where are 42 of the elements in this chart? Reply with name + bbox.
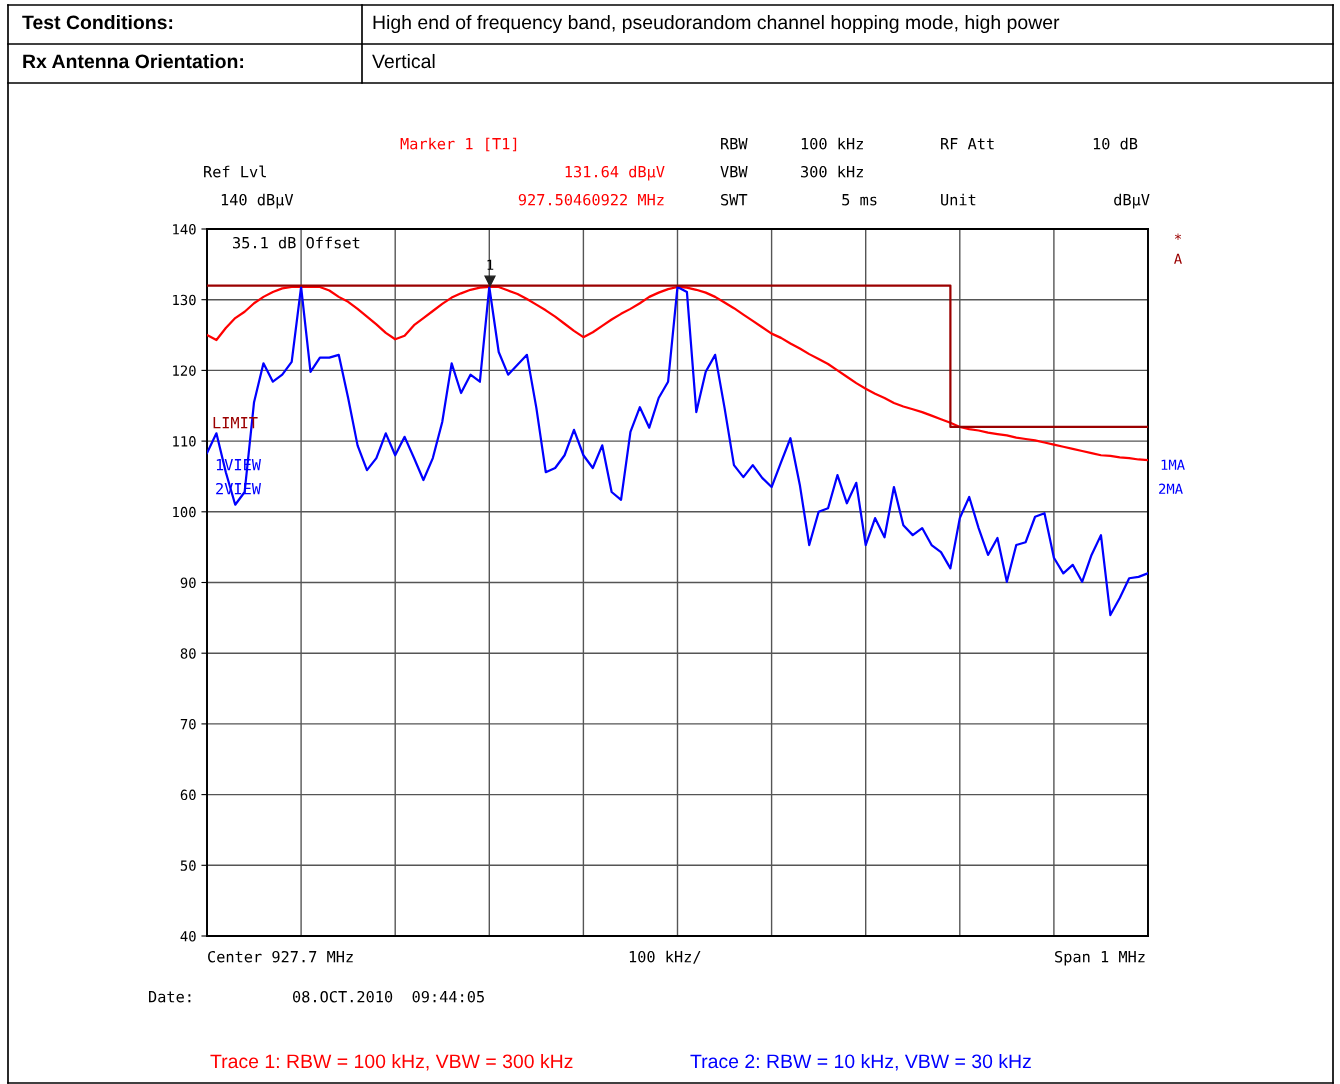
text: 5 ms	[842, 194, 877, 206]
text: Trace 1: RBW = 100 kHz, VBW = 300 kHz	[210, 1053, 573, 1071]
text: RF Att	[941, 138, 994, 150]
text: 10 dB	[1093, 137, 1138, 150]
text: 1MA	[1161, 459, 1185, 470]
text: Date:	[149, 991, 191, 1003]
text: A	[1174, 253, 1182, 264]
text: Rx Antenna Orientation:	[23, 53, 244, 69]
text: High end of frequency band, pseudorandom channel hopping mode, high power	[373, 14, 1060, 34]
y-tick-label: 80	[180, 648, 196, 659]
y-tick-label: 70	[180, 718, 196, 730]
text: Trace 2: RBW = 10 kHz, VBW = 30 kHz	[690, 1053, 1031, 1071]
annotation: 35.1 dB Offset	[233, 236, 360, 249]
text: 300 kHz	[801, 165, 863, 178]
y-tick-label: 60	[180, 789, 196, 801]
y-tick-label: 130	[173, 294, 196, 306]
y-tick-label: 50	[180, 860, 196, 871]
text: 100 kHz	[801, 137, 863, 150]
text: 140 dBµV	[221, 193, 294, 209]
text: Ref Lvl	[204, 165, 266, 178]
y-tick-label: 40	[180, 931, 196, 942]
text: 927.50460922 MHz	[518, 193, 664, 206]
text: 131.64 dBµV	[565, 165, 665, 181]
text: SWT	[721, 193, 748, 206]
text: Center 927.7 MHz	[208, 950, 353, 963]
text: 08.OCT.2010 09:44:05	[292, 990, 484, 1003]
y-tick-label: 140	[173, 224, 196, 235]
y-tick-label: 90	[180, 577, 196, 589]
y-tick-label: 100	[173, 506, 196, 518]
text: Vertical	[372, 53, 435, 69]
text: Test Conditions:	[22, 14, 173, 30]
text: Marker 1 [T1]	[400, 137, 517, 152]
text: 100 kHz/	[629, 950, 701, 964]
y-tick-label: 110	[173, 436, 196, 447]
text: *	[1174, 233, 1182, 240]
text: dBµV	[1114, 193, 1150, 209]
text: Unit	[941, 193, 976, 206]
y-tick-label: 120	[173, 365, 196, 376]
text: VBW	[720, 166, 748, 178]
text: Span 1 MHz	[1055, 950, 1145, 966]
text: 2MA	[1159, 483, 1183, 494]
text: RBW	[721, 138, 748, 150]
